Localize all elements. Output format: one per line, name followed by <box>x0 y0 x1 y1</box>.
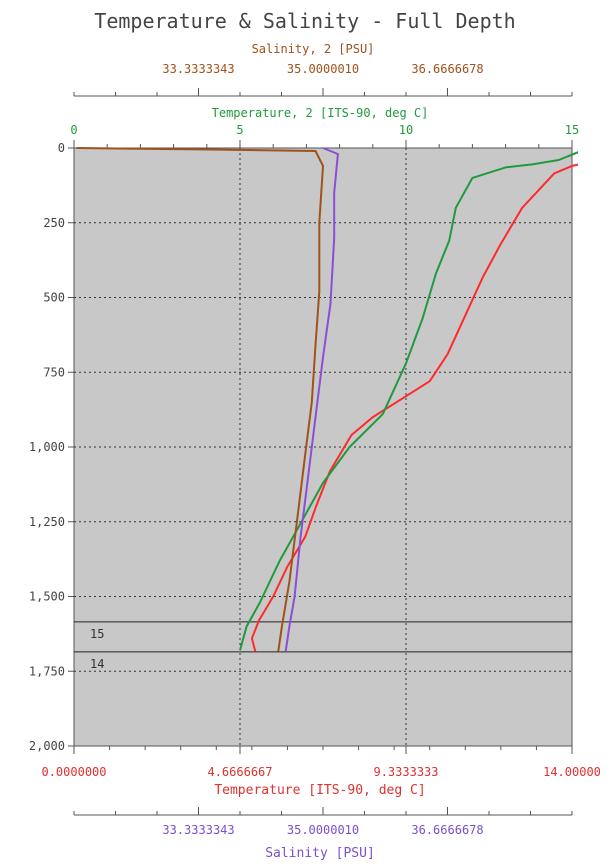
depth-tick-label: 2,000 <box>29 739 65 753</box>
depth-tick-label: 0 <box>58 141 65 155</box>
bottom-temperature-axis: 0.0000000 4.6666667 9.3333333 14.00000 <box>41 745 601 779</box>
depth-marker-label: 15 <box>90 627 104 641</box>
axis-tick-label: 33.3333343 <box>162 62 234 76</box>
axis-tick-label: 35.0000010 <box>287 823 359 837</box>
axis-tick-label: 35.0000010 <box>287 62 359 76</box>
data-series <box>76 147 578 653</box>
grid-lines <box>74 148 572 746</box>
axis-tick-label: 10 <box>399 123 413 137</box>
depth-marker-label: 14 <box>90 657 104 671</box>
axis-tick-label: 0 <box>70 123 77 137</box>
depth-tick-label: 500 <box>43 291 65 305</box>
top-temperature2-axis: 0 5 10 15 <box>70 123 579 149</box>
top-salinity2-axis: 33.3333343 35.0000010 36.6666678 <box>73 62 573 97</box>
axis-tick-label: 0.0000000 <box>41 765 106 779</box>
depth-tick-label: 750 <box>43 365 65 379</box>
bottom-temperature-axis-label: Temperature [ITS-90, deg C] <box>214 783 425 798</box>
axis-tick-label: 33.3333343 <box>162 823 234 837</box>
chart-title: Temperature & Salinity - Full Depth <box>94 9 515 33</box>
axis-tick-label: 9.3333333 <box>373 765 438 779</box>
depth-axis: 0 250 500 750 1,000 1,250 1,500 1,750 2,000 <box>29 141 74 753</box>
depth-tick-label: 1,500 <box>29 590 65 604</box>
axis-tick-label: 15 <box>565 123 579 137</box>
series-line <box>284 147 339 652</box>
axis-tick-label: 14.00000 <box>543 765 601 779</box>
series-line <box>239 151 578 651</box>
bottom-salinity-axis-label: Salinity [PSU] <box>265 846 375 861</box>
axis-tick-label: 5 <box>236 123 243 137</box>
top-salinity2-axis-label: Salinity, 2 [PSU] <box>252 42 375 56</box>
axis-tick-label: 4.6666667 <box>207 765 272 779</box>
top-temperature2-axis-label: Temperature, 2 [ITS-90, deg C] <box>212 106 429 120</box>
series-line <box>76 147 324 652</box>
series-line <box>250 163 578 653</box>
depth-tick-label: 1,750 <box>29 664 65 678</box>
plot-area <box>73 147 573 747</box>
depth-tick-label: 1,000 <box>29 440 65 454</box>
depth-tick-label: 1,250 <box>29 515 65 529</box>
axis-tick-label: 36.6666678 <box>411 823 483 837</box>
axis-tick-label: 36.6666678 <box>411 62 483 76</box>
bottom-salinity-axis: 33.3333343 35.0000010 36.6666678 <box>73 807 573 837</box>
depth-tick-label: 250 <box>43 216 65 230</box>
